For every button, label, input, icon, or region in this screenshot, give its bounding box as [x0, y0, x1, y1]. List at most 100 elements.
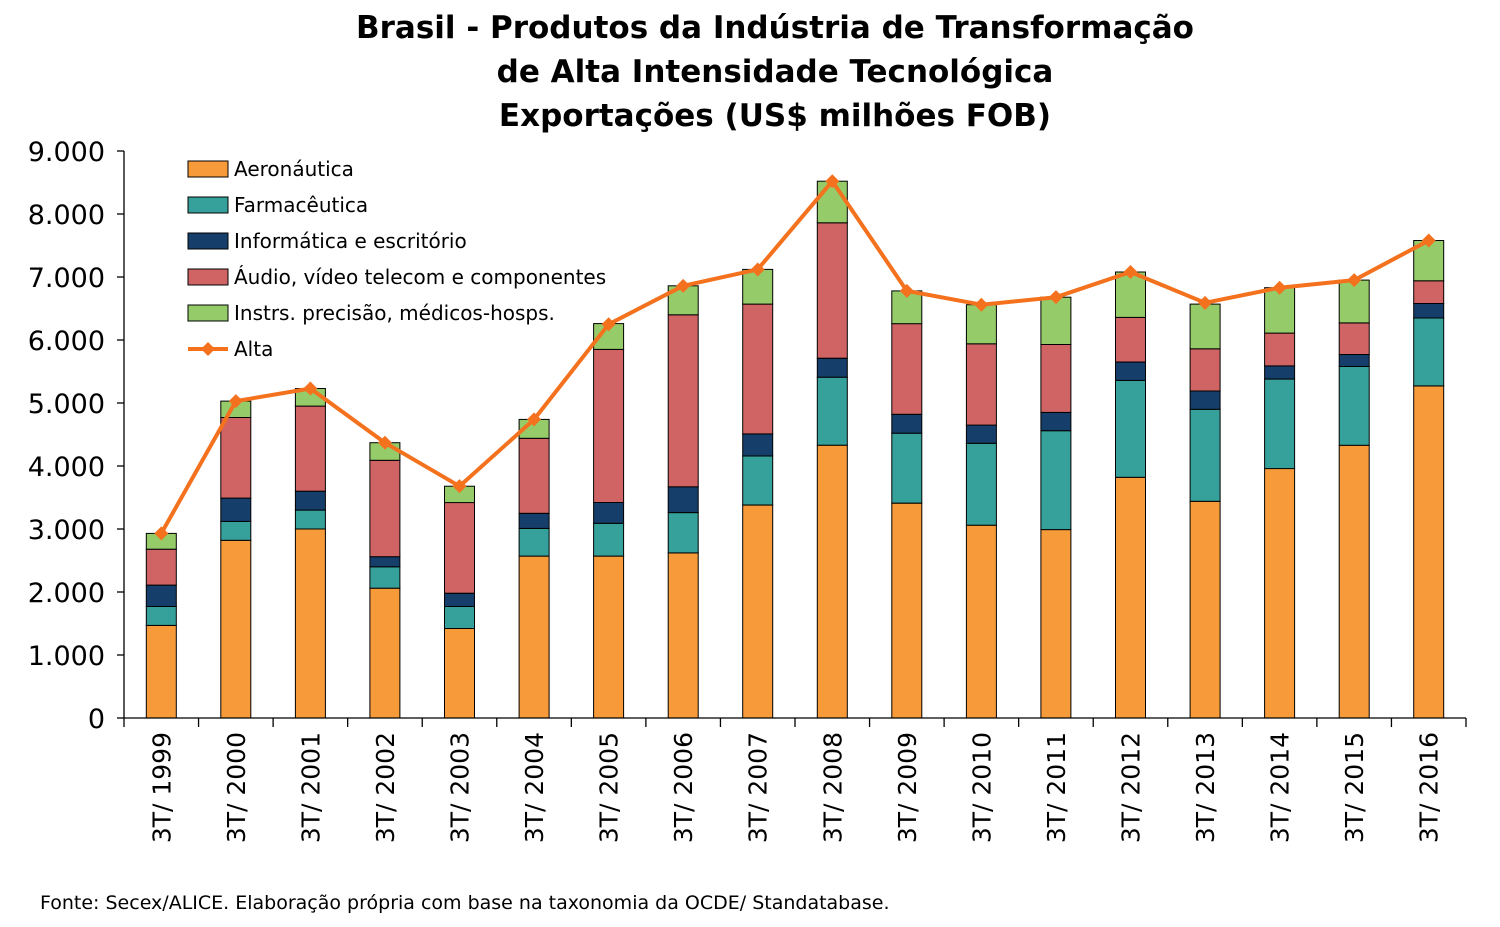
legend-label-instrs-precisao-medicos-hosps: Instrs. precisão, médicos-hosps.: [234, 301, 555, 325]
legend-label-farmaceutica: Farmacêutica: [234, 193, 368, 217]
bar-informatica-e-escritorio-3t-2001: [294, 490, 326, 511]
bar-informatica-e-escritorio-3t-2004: [518, 512, 550, 529]
bar-farmaceutica-3t-2013: [1189, 408, 1221, 502]
chart-legend: Aeronáutica Farmacêutica Informática e esc…: [187, 157, 606, 361]
bar-aeronautica-3t-2007: [742, 504, 774, 719]
x-tick-label: 3T/ 2008: [818, 732, 847, 843]
bar-informatica-e-escritorio-3t-1999: [145, 584, 177, 607]
x-tick-label: 3T/ 2011: [1042, 732, 1071, 843]
bar-farmaceutica-3t-2005: [593, 522, 625, 557]
point-alta-3t-2016: [1421, 233, 1436, 248]
bar-aeronautica-3t-2016: [1413, 385, 1445, 719]
point-alta-3t-2003: [452, 479, 467, 494]
y-tick-label: 3.000: [28, 515, 105, 546]
bar-farmaceutica-3t-2010: [965, 442, 997, 526]
bar-audio-video-telecom-e-componentes-3t-2001: [294, 405, 326, 492]
bar-stacks: [145, 180, 1445, 719]
bar-farmaceutica-3t-2016: [1413, 317, 1445, 387]
point-alta-3t-2008: [825, 174, 840, 189]
bar-informatica-e-escritorio-3t-2012: [1115, 361, 1146, 381]
x-tick-label: 3T/ 2002: [371, 732, 400, 843]
bar-aeronautica-3t-2006: [667, 552, 699, 719]
bar-informatica-e-escritorio-3t-2006: [667, 486, 699, 514]
bar-instrs-precisao-medicos-hosps-3t-2011: [1040, 296, 1072, 346]
point-alta-3t-2014: [1272, 280, 1287, 295]
bar-aeronautica-3t-2000: [220, 539, 252, 719]
y-tick-label: 8.000: [28, 200, 105, 231]
bar-aeronautica-3t-2004: [518, 555, 550, 719]
source-note: Fonte: Secex/ALICE. Elaboração própria c…: [40, 892, 890, 914]
point-alta-3t-2012: [1123, 264, 1138, 279]
y-tick-label: 9.000: [28, 137, 105, 168]
bar-farmaceutica-3t-1999: [145, 606, 177, 626]
bar-audio-video-telecom-e-componentes-3t-2015: [1338, 322, 1370, 355]
point-alta-3t-1999: [154, 526, 169, 541]
alta-line-series: [154, 174, 1436, 541]
bar-farmaceutica-3t-2012: [1115, 379, 1146, 478]
point-alta-3t-2007: [750, 262, 765, 277]
legend-swatch-farmaceutica: [187, 196, 229, 214]
bar-aeronautica-3t-2008: [816, 444, 848, 719]
bar-audio-video-telecom-e-componentes-3t-2010: [965, 343, 997, 426]
legend-marker-alta: [201, 342, 215, 356]
bar-informatica-e-escritorio-3t-2005: [593, 502, 625, 524]
x-tick-label: 3T/ 2001: [296, 732, 325, 843]
point-alta-3t-2004: [527, 412, 542, 427]
bar-farmaceutica-3t-2000: [220, 520, 252, 541]
legend-label-audio-video-telecom-e-componentes: Áudio, vídeo telecom e componentes: [234, 265, 606, 289]
bar-instrs-precisao-medicos-hosps-3t-2012: [1115, 271, 1146, 318]
bar-audio-video-telecom-e-componentes-3t-2007: [742, 303, 774, 435]
x-tick-label: 3T/ 2004: [520, 732, 549, 843]
x-tick-label: 3T/ 2000: [222, 732, 251, 843]
point-alta-3t-2005: [601, 317, 616, 332]
bar-aeronautica-3t-2012: [1115, 476, 1146, 719]
y-tick-label: 1.000: [28, 641, 105, 672]
bar-instrs-precisao-medicos-hosps-3t-2013: [1189, 303, 1221, 350]
bar-audio-video-telecom-e-componentes-3t-2004: [518, 437, 550, 514]
bar-informatica-e-escritorio-3t-2011: [1040, 411, 1072, 432]
bar-aeronautica-3t-2013: [1189, 500, 1221, 719]
x-tick-label: 3T/ 2009: [893, 732, 922, 843]
point-alta-3t-2000: [228, 394, 243, 409]
bar-informatica-e-escritorio-3t-2015: [1338, 354, 1370, 367]
y-tick-label: 0: [88, 704, 105, 735]
chart-title: Brasil - Produtos da Indústria de Transf…: [0, 6, 1500, 138]
point-alta-3t-2006: [676, 278, 691, 293]
x-tick-label: 3T/ 2013: [1191, 732, 1220, 843]
bar-farmaceutica-3t-2006: [667, 512, 699, 554]
point-alta-3t-2013: [1198, 295, 1213, 310]
chart-title-line-1: Brasil - Produtos da Indústria de Transf…: [356, 10, 1194, 46]
bar-farmaceutica-3t-2004: [518, 527, 550, 557]
bar-aeronautica-3t-1999: [145, 624, 177, 719]
line-alta: [159, 179, 1430, 535]
x-tick-label: 3T/ 2006: [669, 732, 698, 843]
bar-farmaceutica-3t-2008: [816, 376, 848, 446]
point-alta-3t-2009: [899, 283, 914, 298]
bar-farmaceutica-3t-2001: [294, 509, 326, 530]
bar-farmaceutica-3t-2011: [1040, 430, 1072, 531]
bar-informatica-e-escritorio-3t-2003: [444, 592, 475, 607]
bar-aeronautica-3t-2011: [1040, 529, 1072, 719]
bar-audio-video-telecom-e-componentes-3t-2005: [593, 348, 625, 503]
bar-aeronautica-3t-2001: [294, 528, 326, 719]
x-tick-label: 3T/ 2010: [967, 732, 996, 843]
bar-audio-video-telecom-e-componentes-3t-2013: [1189, 348, 1221, 392]
bar-audio-video-telecom-e-componentes-3t-2000: [220, 417, 252, 499]
chart-axes: 0 1.000 2.000 3.000 4.000 5.000 6.000 7.000 8.00…: [28, 137, 1467, 843]
bar-audio-video-telecom-e-componentes-3t-2009: [891, 323, 923, 415]
legend-swatch-audio-video-telecom-e-componentes: [187, 268, 229, 286]
x-tick-label: 3T/ 2007: [744, 732, 773, 843]
y-tick-label: 2.000: [28, 578, 105, 609]
bar-audio-video-telecom-e-componentes-3t-1999: [145, 548, 177, 586]
bar-audio-video-telecom-e-componentes-3t-2002: [369, 459, 401, 558]
point-alta-3t-2002: [377, 435, 392, 450]
point-alta-3t-2010: [974, 297, 989, 312]
bar-informatica-e-escritorio-3t-2002: [369, 556, 401, 568]
x-tick-label: 3T/ 2012: [1117, 732, 1146, 843]
bar-aeronautica-3t-2010: [965, 524, 997, 719]
x-tick-label: 3T/ 2014: [1266, 732, 1295, 843]
bar-audio-video-telecom-e-componentes-3t-2003: [444, 502, 475, 594]
bar-audio-video-telecom-e-componentes-3t-2012: [1115, 316, 1146, 363]
chart-title-line-2: de Alta Intensidade Tecnológica: [496, 54, 1054, 90]
bar-informatica-e-escritorio-3t-2009: [891, 413, 923, 434]
